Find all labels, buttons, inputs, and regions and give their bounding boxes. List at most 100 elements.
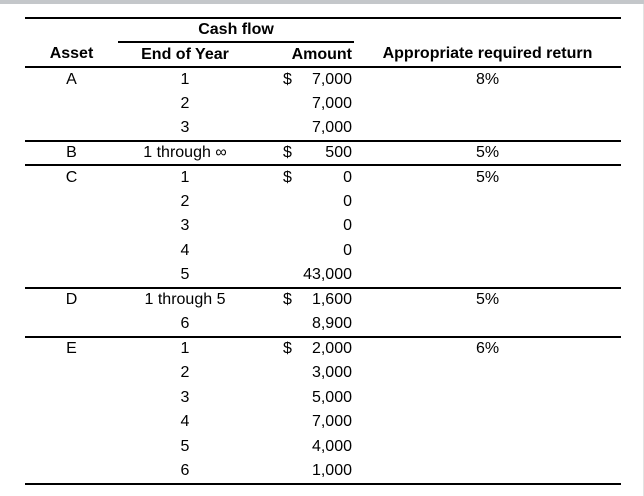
amount-cell: $500 (252, 139, 354, 165)
amount-value: 3,000 (311, 364, 352, 382)
amount-cell: 5,000 (252, 386, 354, 411)
asset-cell: E (25, 335, 118, 361)
amount-value: 43,000 (303, 265, 352, 283)
amount-value: 500 (325, 143, 352, 161)
amount-cell: 43,000 (252, 263, 354, 288)
frame-top-border (0, 0, 644, 4)
asset-cell (25, 239, 118, 264)
amount-cell: 7,000 (252, 92, 354, 117)
asset-cell (25, 190, 118, 215)
dollar-sign: $ (283, 291, 292, 309)
required-return-cell (354, 116, 621, 141)
column-header-row: Asset End of Year Amount Appropriate req… (25, 42, 621, 68)
amount-cell: 3,000 (252, 361, 354, 386)
col-header-amount: Amount (252, 42, 354, 68)
amount-value: 8,900 (311, 314, 352, 332)
cash-flow-row: 2 7,000 (25, 92, 621, 117)
amount-cell: 1,000 (252, 459, 354, 484)
dollar-sign: $ (283, 340, 292, 358)
amount-value: 0 (343, 192, 352, 210)
end-of-year-cell: 6 (180, 461, 190, 479)
amount-value: 7,000 (311, 70, 352, 88)
end-of-year-cell: 2 (180, 364, 190, 382)
col-header-asset: Asset (25, 42, 118, 68)
required-return-cell: 5% (354, 139, 621, 165)
amount-value: 7,000 (311, 118, 352, 136)
amount-cell: 0 (252, 239, 354, 264)
end-of-year-cell: 1 (118, 164, 252, 190)
group-header-spacer-right (354, 17, 621, 42)
asset-cell (25, 361, 118, 386)
amount-value: 2,000 (311, 340, 352, 358)
required-return-cell: 5% (354, 164, 621, 190)
end-of-year-cell: 4 (180, 241, 190, 259)
amount-value: 0 (343, 217, 352, 235)
asset-cell (25, 312, 118, 337)
col-header-required-return: Appropriate required return (354, 42, 621, 68)
amount-cell: $1,600 (252, 286, 354, 312)
end-of-year-cell: 3 (180, 388, 190, 406)
table-body: A 1 $7,000 8% 2 7,000 3 7,000 B 1 through ∞ $500 5%… (25, 66, 621, 484)
cash-flow-table: Cash flow Asset End of Year Amount Appro… (25, 17, 621, 485)
required-return-cell (354, 92, 621, 117)
cash-flow-row: A 1 $7,000 8% (25, 66, 621, 92)
cash-flow-row: 2 3,000 (25, 361, 621, 386)
amount-value: 5,000 (311, 388, 352, 406)
required-return-cell (354, 214, 621, 239)
cash-flow-row: E 1 $2,000 6% (25, 335, 621, 361)
asset-cell (25, 263, 118, 288)
end-of-year-cell: 6 (180, 314, 190, 332)
required-return-cell: 6% (354, 335, 621, 361)
end-of-year-cell: 5 (180, 265, 190, 283)
group-header-spacer-left (25, 17, 118, 42)
dollar-sign: $ (283, 143, 292, 161)
asset-cell: D (25, 286, 118, 312)
asset-cell (25, 116, 118, 141)
dollar-sign: $ (283, 168, 292, 186)
amount-cell: 8,900 (252, 312, 354, 337)
dollar-sign: $ (283, 70, 292, 88)
cash-flow-group-header: Cash flow (118, 17, 354, 43)
amount-value: 0 (343, 168, 352, 186)
required-return-cell (354, 410, 621, 435)
cash-flow-row: 5 4,000 (25, 435, 621, 460)
end-of-year-cell: 2 (180, 192, 190, 210)
amount-cell: 7,000 (252, 410, 354, 435)
cash-flow-row: C 1 $0 5% (25, 164, 621, 190)
asset-cell (25, 459, 118, 484)
amount-value: 0 (343, 241, 352, 259)
required-return-cell (354, 263, 621, 288)
end-of-year-cell: 4 (180, 413, 190, 431)
amount-cell: 0 (252, 190, 354, 215)
end-of-year-cell: 1 through ∞ (118, 139, 252, 165)
asset-cell (25, 410, 118, 435)
cash-flow-row: 3 5,000 (25, 386, 621, 411)
end-of-year-cell: 2 (180, 94, 190, 112)
group-header-row: Cash flow (25, 17, 621, 43)
amount-value: 7,000 (311, 94, 352, 112)
end-of-year-cell: 3 (180, 217, 190, 235)
end-of-year-cell: 1 through 5 (118, 286, 252, 312)
cash-flow-row: 5 43,000 (25, 263, 621, 288)
asset-cell: B (25, 139, 118, 165)
required-return-cell (354, 361, 621, 386)
asset-cell: C (25, 164, 118, 190)
cash-flow-row: 3 7,000 (25, 116, 621, 141)
amount-value: 1,000 (311, 461, 352, 479)
asset-cell (25, 92, 118, 117)
asset-cell (25, 435, 118, 460)
amount-value: 4,000 (311, 437, 352, 455)
amount-value: 1,600 (311, 291, 352, 309)
required-return-cell: 5% (354, 286, 621, 312)
required-return-cell (354, 190, 621, 215)
required-return-cell (354, 239, 621, 264)
amount-cell: $2,000 (252, 335, 354, 361)
required-return-cell (354, 312, 621, 337)
required-return-cell (354, 459, 621, 484)
amount-cell: $0 (252, 164, 354, 190)
